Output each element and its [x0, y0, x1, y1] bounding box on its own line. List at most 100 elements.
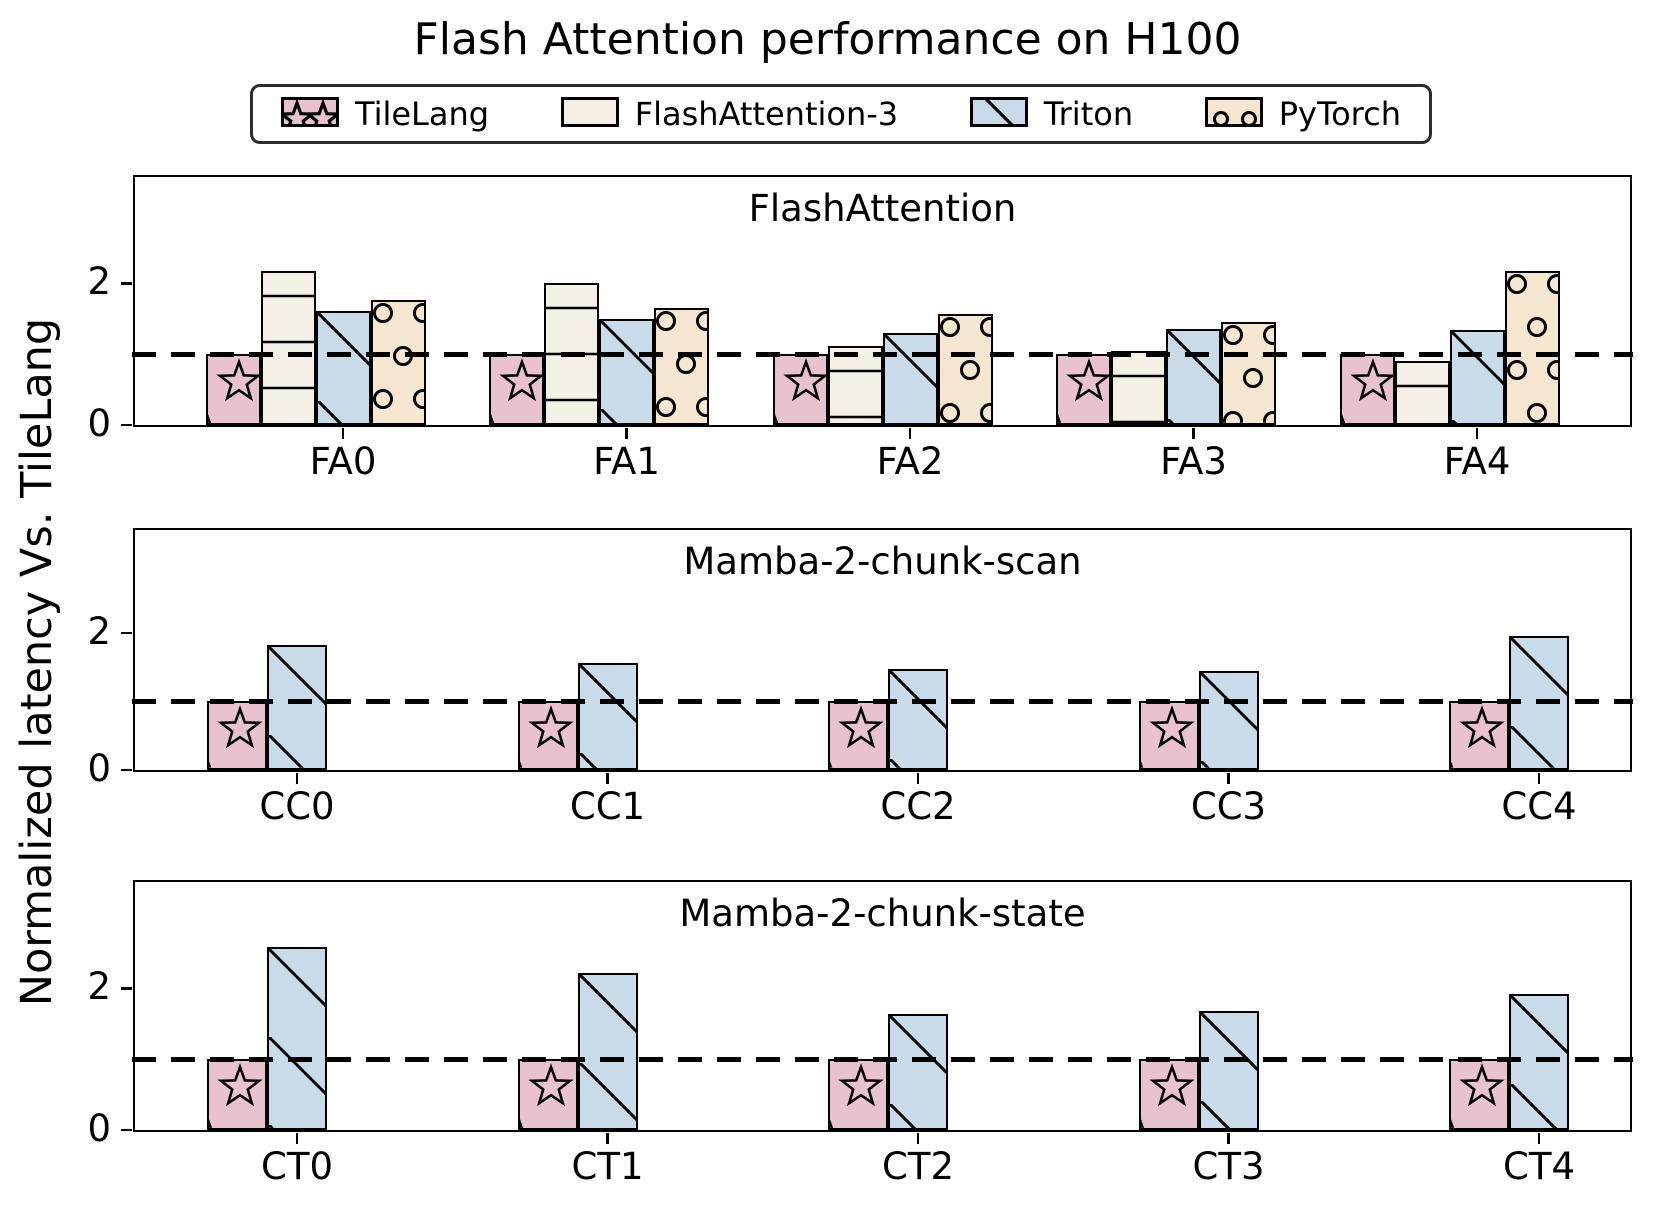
y-tick	[121, 282, 132, 285]
x-tick-label-FA3: FA3	[1160, 440, 1227, 483]
x-tick	[606, 1133, 609, 1144]
tilelang-swatch-icon	[280, 97, 340, 134]
x-tick	[908, 428, 912, 439]
bar-Triton-CT2	[888, 1013, 948, 1130]
y-tick	[121, 631, 132, 635]
bar-Triton-FA0	[315, 310, 371, 425]
bar-TileLang-CT1	[517, 1059, 578, 1130]
legend-item-flashattention3: FlashAttention-3	[560, 95, 899, 133]
x-tick-label-CT4: CT4	[1503, 1145, 1575, 1188]
x-tick-label-CC1: CC1	[569, 785, 646, 828]
x-tick	[341, 428, 345, 439]
bar-PyTorch-FA0	[370, 300, 426, 425]
bar-TileLang-FA0	[205, 354, 261, 425]
bar-TileLang-CC3	[1138, 701, 1199, 770]
bar-PyTorch-FA2	[937, 313, 993, 425]
x-tick-label-CT2: CT2	[882, 1145, 954, 1188]
subplot-flashattention: FlashAttention FA0 FA1 FA2 FA3 FA4 0 2	[87, 175, 1633, 483]
y-tick-label: 2	[87, 609, 111, 653]
bar-TileLang-CC2	[828, 701, 888, 770]
x-tick-label-CC0: CC0	[259, 785, 335, 828]
bar-TileLang-CT2	[828, 1059, 888, 1130]
bar-Triton-FA4	[1449, 330, 1505, 425]
x-tick	[1537, 773, 1541, 784]
bar-Triton-CC0	[267, 645, 327, 770]
y-tick	[121, 423, 132, 427]
y-axis-label: Normalized latency Vs. TileLang	[12, 317, 62, 1007]
bar-PyTorch-FA3	[1221, 322, 1276, 425]
x-tick-label-CC4: CC4	[1501, 785, 1577, 828]
x-tick-label-CT3: CT3	[1192, 1145, 1265, 1188]
x-tick	[295, 1133, 299, 1144]
subplot-title: Mamba-2-chunk-state	[679, 892, 1086, 935]
subplot-mamba-2-chunk-state: Mamba-2-chunk-state CT0 CT1 CT2 CT3 CT4 0 2	[87, 880, 1633, 1188]
bar-TileLang-FA4	[1339, 354, 1395, 425]
y-tick-label: 2	[87, 260, 111, 304]
x-tick	[295, 773, 299, 784]
y-tick	[121, 1128, 132, 1132]
bar-TileLang-CT4	[1449, 1059, 1509, 1130]
y-tick	[121, 987, 132, 990]
legend-label: PyTorch	[1278, 95, 1401, 133]
x-tick	[916, 773, 920, 784]
x-tick	[1475, 428, 1479, 439]
bar-Triton-CT4	[1509, 993, 1569, 1130]
x-tick-label-FA2: FA2	[876, 440, 944, 483]
bar-TileLang-FA2	[772, 354, 828, 425]
bar-TileLang-FA1	[489, 354, 544, 425]
baseline-dashed-line	[132, 351, 1633, 357]
x-tick-label-CT1: CT1	[571, 1145, 644, 1188]
legend-item-triton: Triton	[969, 95, 1134, 133]
legend: TileLang FlashAttention-3 Triton	[250, 84, 1432, 144]
bar-TileLang-CC0	[207, 701, 267, 770]
bar-TileLang-FA3	[1056, 354, 1111, 425]
subplot-title: FlashAttention	[748, 187, 1017, 230]
bar-Triton-CT0	[267, 947, 327, 1130]
bar-Triton-FA3	[1166, 328, 1221, 425]
x-tick-label-CT0: CT0	[261, 1145, 333, 1188]
x-tick-label-FA1: FA1	[593, 440, 660, 483]
x-tick	[1537, 1133, 1541, 1144]
x-tick	[916, 1133, 920, 1144]
x-tick-label-FA4: FA4	[1443, 440, 1511, 483]
bar-FlashAttention-3-FA4	[1394, 360, 1450, 425]
x-tick-label-FA0: FA0	[309, 440, 377, 483]
y-tick-label: 0	[87, 746, 111, 790]
chart-title: Flash Attention performance on H100	[413, 14, 1242, 65]
bar-PyTorch-FA4	[1504, 271, 1560, 425]
x-tick	[1227, 773, 1230, 784]
bar-PyTorch-FA1	[654, 308, 709, 425]
y-tick	[121, 768, 132, 772]
legend-label: TileLang	[355, 95, 490, 133]
x-tick	[606, 773, 609, 784]
bar-TileLang-CC1	[517, 701, 578, 770]
bar-FlashAttention-3-FA3	[1111, 350, 1166, 425]
x-tick	[1227, 1133, 1230, 1144]
triton-swatch-icon	[969, 95, 1028, 131]
bar-FlashAttention-3-FA0	[260, 271, 316, 425]
legend-label: FlashAttention-3	[634, 95, 899, 133]
bar-Triton-FA1	[599, 318, 654, 425]
pytorch-swatch-icon	[1204, 97, 1263, 131]
bar-Triton-CT1	[577, 972, 638, 1130]
baseline-dashed-line	[132, 1056, 1633, 1062]
bar-TileLang-CC4	[1449, 701, 1509, 770]
legend-item-tilelang: TileLang	[280, 95, 490, 134]
x-tick-label-CC3: CC3	[1190, 785, 1267, 828]
bar-TileLang-CT0	[207, 1059, 267, 1130]
bar-Triton-CC2	[888, 669, 948, 770]
x-tick-label-CC2: CC2	[880, 785, 956, 828]
x-tick	[1192, 428, 1195, 439]
bar-Triton-CT3	[1198, 1010, 1259, 1130]
bar-TileLang-CT3	[1138, 1059, 1199, 1130]
y-tick-label: 2	[87, 965, 111, 1009]
y-tick-label: 0	[87, 401, 111, 445]
bar-Triton-FA2	[882, 332, 938, 425]
bar-FlashAttention-3-FA2	[827, 345, 883, 425]
subplot-mamba-2-chunk-scan: Mamba-2-chunk-scan CC0 CC1 CC2 CC3 CC4 0 2	[87, 528, 1633, 828]
y-tick-label: 0	[87, 1106, 111, 1150]
bar-Triton-CC1	[577, 663, 638, 770]
x-tick	[625, 428, 628, 439]
legend-label: Triton	[1043, 95, 1134, 133]
